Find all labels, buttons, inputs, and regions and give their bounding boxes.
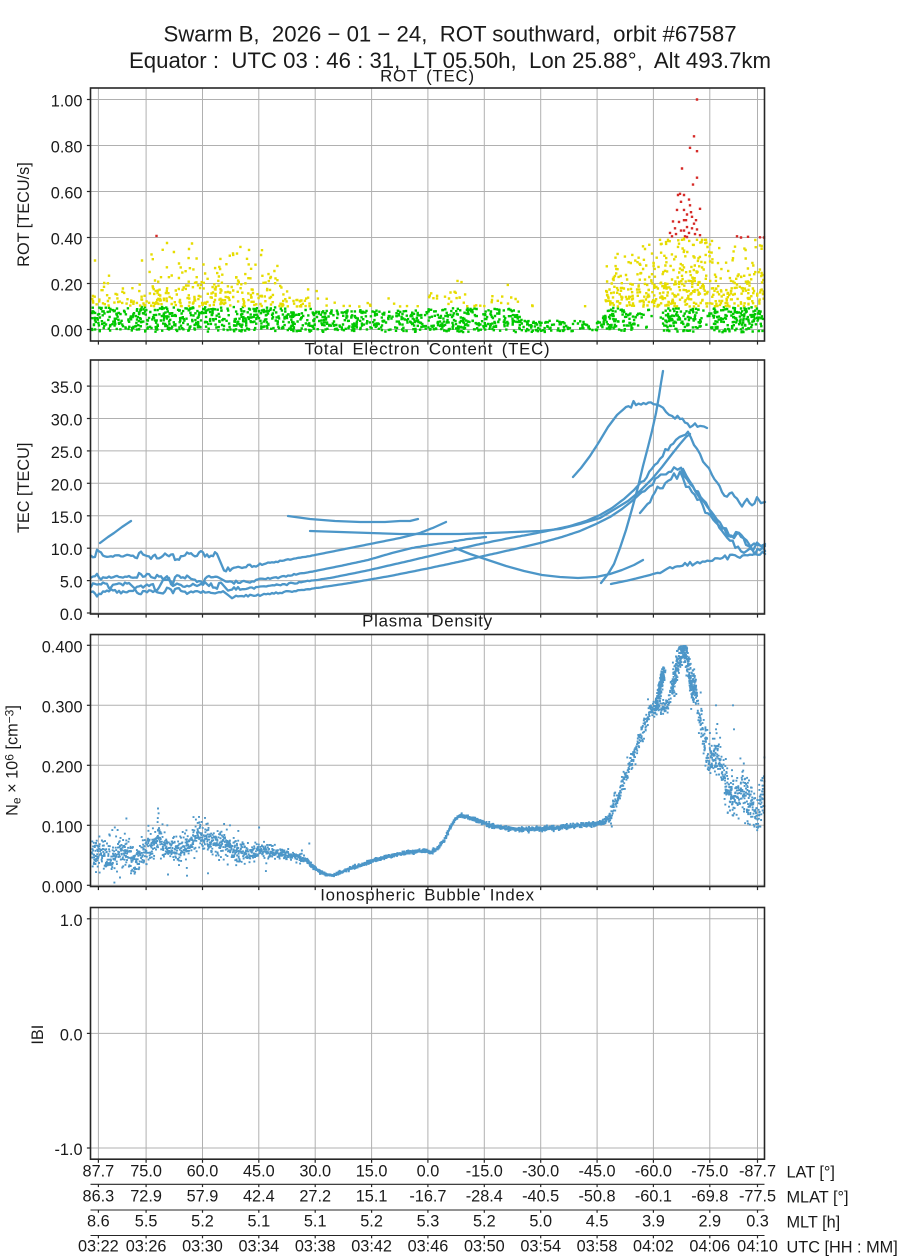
svg-text:45.0: 45.0	[243, 1163, 275, 1181]
svg-text:5.5: 5.5	[135, 1213, 158, 1231]
svg-text:86.3: 86.3	[83, 1188, 115, 1206]
svg-text:27.2: 27.2	[299, 1188, 331, 1206]
svg-text:0.80: 0.80	[51, 139, 83, 157]
svg-text:35.0: 35.0	[51, 379, 83, 397]
svg-text:04:02: 04:02	[633, 1238, 674, 1256]
svg-text:15.0: 15.0	[51, 509, 83, 527]
svg-text:Ne × 106 [cm−3]: Ne × 106 [cm−3]	[3, 705, 24, 816]
svg-text:-87.7: -87.7	[739, 1163, 776, 1181]
svg-text:-28.4: -28.4	[466, 1188, 503, 1206]
svg-text:15.1: 15.1	[356, 1188, 388, 1206]
svg-text:-75.0: -75.0	[691, 1163, 728, 1181]
svg-text:30.0: 30.0	[299, 1163, 331, 1181]
svg-text:03:54: 03:54	[520, 1238, 561, 1256]
svg-text:3.9: 3.9	[642, 1213, 665, 1231]
svg-text:25.0: 25.0	[51, 444, 83, 462]
svg-text:-69.8: -69.8	[691, 1188, 728, 1206]
svg-text:0.3: 0.3	[746, 1213, 769, 1231]
svg-text:LAT [°]: LAT [°]	[787, 1164, 835, 1182]
svg-text:0.0: 0.0	[60, 1026, 83, 1044]
svg-text:0.0: 0.0	[60, 606, 83, 624]
svg-text:ROT [TECU/s]: ROT [TECU/s]	[15, 162, 33, 267]
svg-text:1.00: 1.00	[51, 93, 83, 111]
svg-text:0.60: 0.60	[51, 185, 83, 203]
svg-text:-45.0: -45.0	[578, 1163, 615, 1181]
svg-text:-1.0: -1.0	[54, 1141, 82, 1159]
svg-text:03:50: 03:50	[464, 1238, 505, 1256]
svg-text:15.0: 15.0	[356, 1163, 388, 1181]
svg-text:03:34: 03:34	[238, 1238, 279, 1256]
svg-text:03:30: 03:30	[182, 1238, 223, 1256]
svg-text:03:26: 03:26	[126, 1238, 167, 1256]
svg-text:IBI: IBI	[29, 1025, 47, 1045]
svg-text:5.1: 5.1	[248, 1213, 271, 1231]
svg-text:-60.0: -60.0	[635, 1163, 672, 1181]
svg-text:5.2: 5.2	[191, 1213, 214, 1231]
svg-text:75.0: 75.0	[130, 1163, 162, 1181]
svg-text:03:42: 03:42	[351, 1238, 392, 1256]
svg-text:87.7: 87.7	[83, 1163, 115, 1181]
svg-text:Total Electron Content (TEC): Total Electron Content (TEC)	[305, 339, 551, 358]
svg-text:03:46: 03:46	[408, 1238, 449, 1256]
svg-text:03:22: 03:22	[78, 1238, 119, 1256]
svg-text:ROT (TEC): ROT (TEC)	[380, 66, 475, 85]
svg-text:0.0: 0.0	[417, 1163, 440, 1181]
svg-text:30.0: 30.0	[51, 412, 83, 430]
svg-text:03:58: 03:58	[577, 1238, 618, 1256]
svg-text:Equator : UTC 03 : 46 : 31,: Equator : UTC 03 : 46 : 31, LT 05.50h, L…	[129, 48, 771, 73]
svg-text:-60.1: -60.1	[635, 1188, 672, 1206]
svg-text:0.200: 0.200	[42, 758, 83, 776]
svg-text:0.100: 0.100	[42, 818, 83, 836]
svg-text:-30.0: -30.0	[522, 1163, 559, 1181]
svg-text:5.1: 5.1	[304, 1213, 327, 1231]
svg-text:MLT [h]: MLT [h]	[787, 1214, 841, 1232]
svg-text:10.0: 10.0	[51, 541, 83, 559]
svg-text:42.4: 42.4	[243, 1188, 275, 1206]
svg-text:2.9: 2.9	[698, 1213, 721, 1231]
svg-text:-15.0: -15.0	[466, 1163, 503, 1181]
svg-text:TEC [TECU]: TEC [TECU]	[15, 443, 33, 533]
svg-text:MLAT [°]: MLAT [°]	[787, 1189, 849, 1207]
svg-text:-16.7: -16.7	[409, 1188, 446, 1206]
svg-text:0.40: 0.40	[51, 231, 83, 249]
svg-text:-77.5: -77.5	[739, 1188, 776, 1206]
svg-text:0.00: 0.00	[51, 323, 83, 341]
svg-text:Ionospheric Bubble Index: Ionospheric Bubble Index	[320, 886, 535, 905]
svg-text:0.300: 0.300	[42, 698, 83, 716]
svg-text:4.5: 4.5	[586, 1213, 609, 1231]
svg-text:0.000: 0.000	[42, 878, 83, 896]
svg-text:5.2: 5.2	[473, 1213, 496, 1231]
svg-text:5.3: 5.3	[417, 1213, 440, 1231]
svg-text:04:10: 04:10	[737, 1238, 778, 1256]
svg-text:60.0: 60.0	[187, 1163, 219, 1181]
svg-text:-40.5: -40.5	[522, 1188, 559, 1206]
svg-text:04:06: 04:06	[689, 1238, 730, 1256]
svg-text:5.0: 5.0	[529, 1213, 552, 1231]
svg-text:UTC [HH : MM]: UTC [HH : MM]	[787, 1239, 898, 1257]
svg-text:Plasma Density: Plasma Density	[362, 612, 493, 631]
svg-text:-50.8: -50.8	[578, 1188, 615, 1206]
svg-text:0.20: 0.20	[51, 277, 83, 295]
svg-text:8.6: 8.6	[87, 1213, 110, 1231]
svg-text:1.0: 1.0	[60, 912, 83, 930]
svg-text:5.0: 5.0	[60, 574, 83, 592]
svg-text:03:38: 03:38	[295, 1238, 336, 1256]
svg-text:5.2: 5.2	[360, 1213, 383, 1231]
svg-text:Swarm B, 2026 − 01 − 24, ROT: Swarm B, 2026 − 01 − 24, ROT southward, …	[163, 21, 736, 46]
svg-text:72.9: 72.9	[130, 1188, 162, 1206]
svg-text:0.400: 0.400	[42, 638, 83, 656]
svg-text:20.0: 20.0	[51, 476, 83, 494]
svg-text:57.9: 57.9	[187, 1188, 219, 1206]
